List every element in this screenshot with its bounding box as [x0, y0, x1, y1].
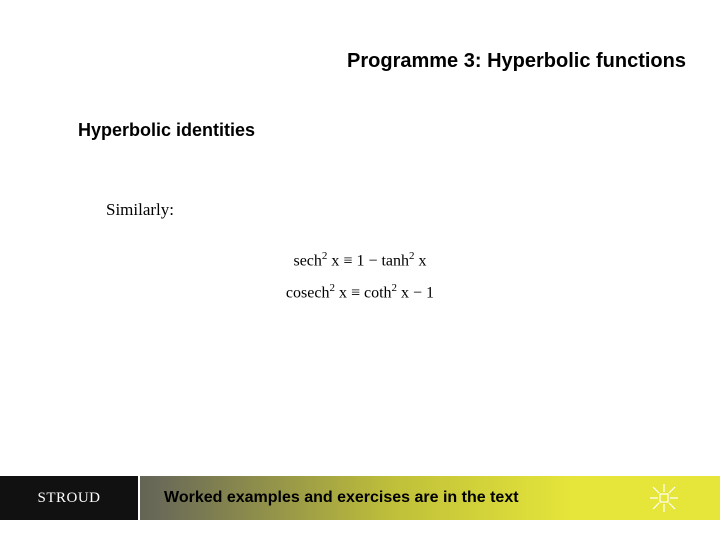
- footer-brand: STROUD: [0, 476, 140, 520]
- footer-bar: STROUD Worked examples and exercises are…: [0, 476, 720, 520]
- eq1-rhs-a: 1 − tanh: [356, 252, 409, 269]
- eq2-lhs-fn: cosech: [286, 285, 330, 302]
- equations-block: sech2 x ≡ 1 − tanh2 x cosech2 x ≡ coth2 …: [0, 245, 720, 310]
- eq2-op: ≡: [347, 285, 364, 302]
- equation-row-2: cosech2 x ≡ coth2 x − 1: [0, 277, 720, 309]
- eq2-rhs-a: coth: [364, 285, 392, 302]
- programme-title: Programme 3: Hyperbolic functions: [0, 50, 686, 73]
- eq2-rhs-b: x − 1: [397, 285, 434, 302]
- equation-row-1: sech2 x ≡ 1 − tanh2 x: [0, 245, 720, 277]
- eq1-lhs-fn: sech: [293, 252, 321, 269]
- lead-text: Similarly:: [106, 200, 174, 220]
- eq1-op: ≡: [339, 252, 356, 269]
- section-heading: Hyperbolic identities: [78, 120, 255, 141]
- eq2-lhs-var: x: [335, 285, 347, 302]
- nav-icon: [648, 482, 680, 514]
- eq1-lhs-var: x: [327, 252, 339, 269]
- eq1-rhs-b: x: [415, 252, 427, 269]
- footer-note: Worked examples and exercises are in the…: [140, 489, 720, 507]
